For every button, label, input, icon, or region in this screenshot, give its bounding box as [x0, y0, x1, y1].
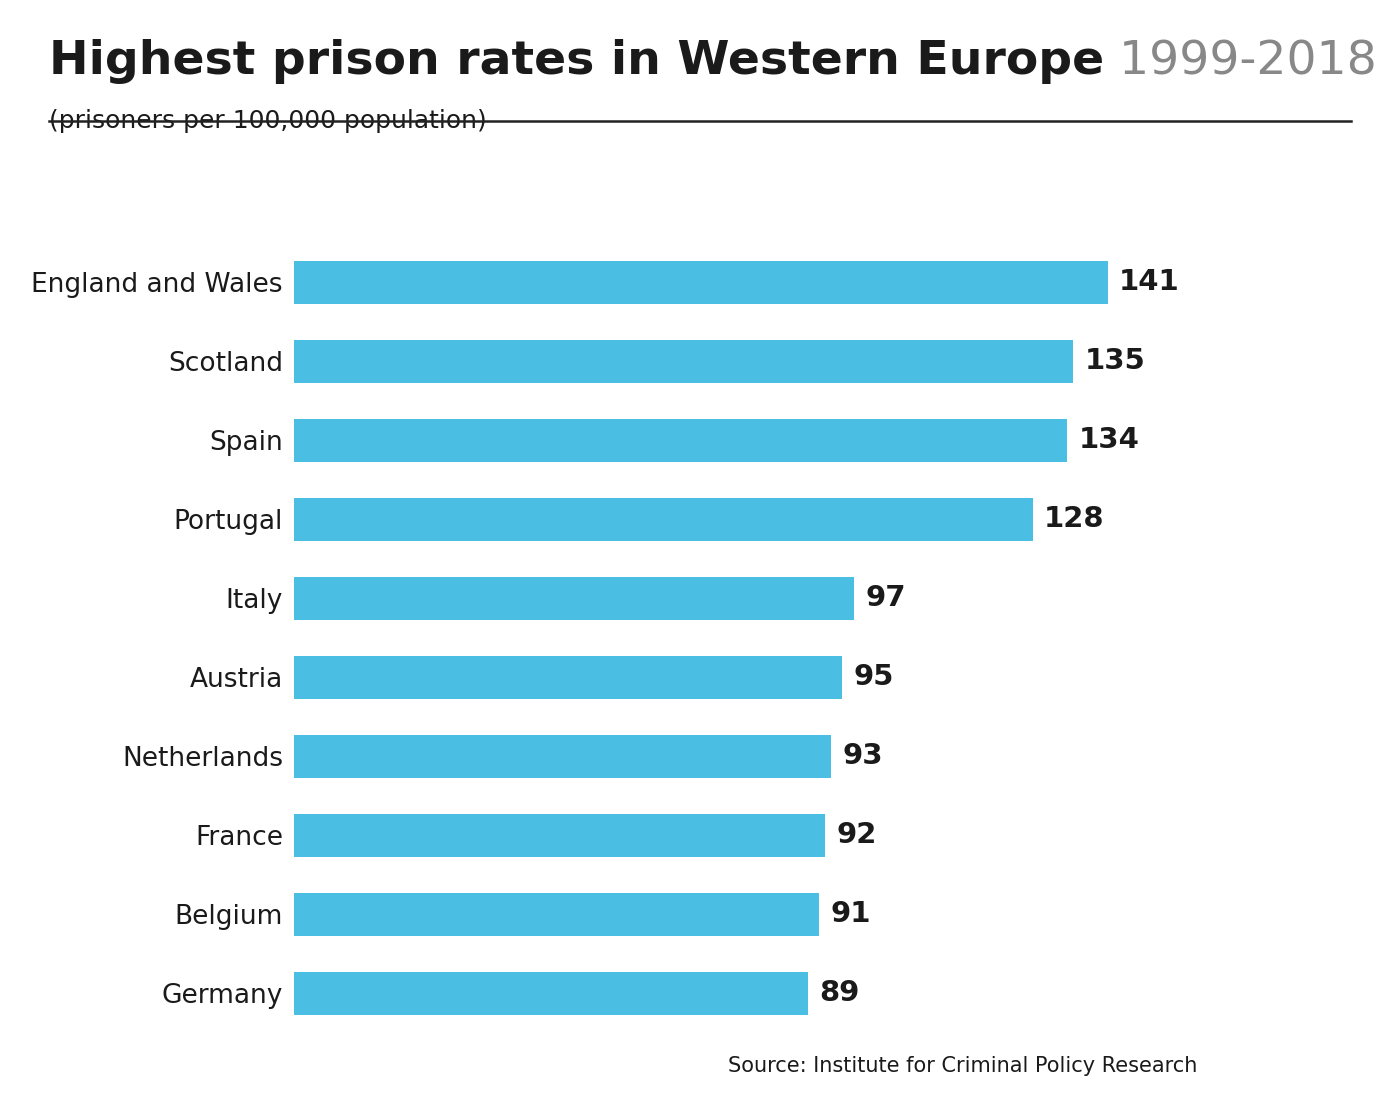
Text: 97: 97: [865, 584, 906, 612]
Bar: [294, 261, 1107, 304]
Text: 92: 92: [836, 821, 876, 849]
Bar: [294, 893, 819, 935]
Text: 141: 141: [1119, 269, 1180, 297]
Text: Highest prison rates in Western Europe: Highest prison rates in Western Europe: [49, 39, 1105, 84]
Text: 1999-2018: 1999-2018: [1105, 39, 1376, 84]
Text: 135: 135: [1085, 347, 1145, 375]
Text: (prisoners per 100,000 population): (prisoners per 100,000 population): [49, 109, 487, 132]
Bar: [294, 814, 825, 857]
Text: PA: PA: [1233, 1037, 1281, 1071]
Bar: [294, 656, 843, 699]
Bar: [294, 419, 1067, 462]
Bar: [294, 734, 830, 778]
Text: 134: 134: [1078, 426, 1140, 454]
Bar: [294, 498, 1033, 542]
Text: 91: 91: [830, 901, 871, 929]
Bar: [294, 340, 1072, 383]
Text: Source: Institute for Criminal Policy Research: Source: Institute for Criminal Policy Re…: [728, 1056, 1197, 1076]
Text: 95: 95: [854, 664, 895, 692]
Text: 89: 89: [819, 979, 860, 1007]
Bar: [294, 576, 854, 620]
Bar: [294, 971, 808, 1015]
Text: 93: 93: [843, 742, 883, 770]
Text: 128: 128: [1044, 506, 1105, 534]
